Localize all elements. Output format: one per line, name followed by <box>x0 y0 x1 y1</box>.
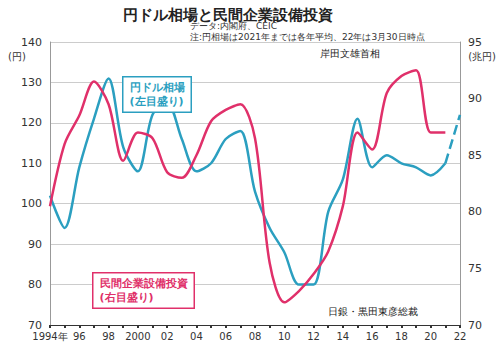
svg-text:70: 70 <box>468 319 482 332</box>
svg-text:(円): (円) <box>8 51 26 62</box>
svg-text:75: 75 <box>468 262 482 275</box>
svg-text:08: 08 <box>249 331 262 342</box>
svg-text:1994年: 1994年 <box>32 331 67 342</box>
svg-text:120: 120 <box>21 116 42 129</box>
svg-text:02: 02 <box>161 331 174 342</box>
svg-text:140: 140 <box>21 36 42 49</box>
svg-text:130: 130 <box>21 76 42 89</box>
svg-text:(兆円): (兆円) <box>468 51 496 62</box>
svg-text:データ:内閣府、CEIC: データ:内閣府、CEIC <box>190 20 277 31</box>
svg-text:18: 18 <box>395 331 408 342</box>
svg-text:円ドル相場: 円ドル相場 <box>130 81 185 94</box>
svg-text:(左目盛り): (左目盛り) <box>130 95 184 108</box>
svg-text:円ドル相場と民間企業設備投資: 円ドル相場と民間企業設備投資 <box>123 6 333 24</box>
svg-text:20: 20 <box>424 331 437 342</box>
svg-text:(右目盛り): (右目盛り) <box>100 291 154 304</box>
svg-text:岸田文雄首相: 岸田文雄首相 <box>320 48 380 59</box>
svg-text:70: 70 <box>28 318 42 332</box>
svg-text:90: 90 <box>28 238 42 251</box>
svg-text:04: 04 <box>190 331 203 342</box>
svg-text:96: 96 <box>73 331 86 342</box>
svg-text:80: 80 <box>28 278 42 291</box>
svg-text:80: 80 <box>468 205 482 218</box>
svg-text:12: 12 <box>307 331 320 342</box>
svg-text:注:円相場は2021年までは各年平均、22年は3月30日時点: 注:円相場は2021年までは各年平均、22年は3月30日時点 <box>190 32 425 42</box>
svg-text:民間企業設備投資: 民間企業設備投資 <box>100 277 188 290</box>
svg-text:2000: 2000 <box>125 331 150 342</box>
svg-text:16: 16 <box>366 331 379 342</box>
svg-text:100: 100 <box>21 197 42 210</box>
svg-text:22: 22 <box>454 331 467 342</box>
svg-text:日銀・黒田東彦総裁: 日銀・黒田東彦総裁 <box>328 306 418 317</box>
svg-text:14: 14 <box>336 331 349 342</box>
svg-text:98: 98 <box>102 331 115 342</box>
svg-text:10: 10 <box>278 331 291 342</box>
svg-text:110: 110 <box>21 157 42 170</box>
svg-text:95: 95 <box>468 36 482 49</box>
svg-text:06: 06 <box>219 331 232 342</box>
svg-text:85: 85 <box>468 149 482 162</box>
svg-text:90: 90 <box>468 92 482 105</box>
